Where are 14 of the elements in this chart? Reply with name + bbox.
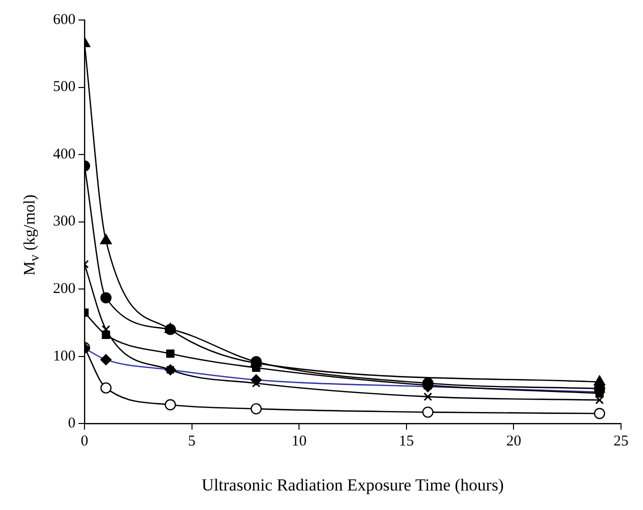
x-tick-label: 20 (506, 434, 522, 450)
y-tick-label: 200 (53, 281, 76, 298)
x-tick-label: 0 (80, 434, 88, 450)
y-tick-label: 0 (68, 416, 76, 432)
x-tick-label: 5 (188, 434, 196, 450)
y-tick-label: 300 (53, 214, 76, 230)
y-tick-label: 400 (53, 146, 76, 162)
x-axis-title: Ultrasonic Radiation Exposure Time (hours) (202, 475, 504, 494)
x-tick-label: 25 (614, 434, 628, 450)
y-tick-label: 600 (53, 12, 76, 28)
x-tick-label: 10 (292, 434, 307, 450)
x-tick-label: 15 (398, 434, 414, 450)
y-tick-label: 100 (53, 348, 76, 364)
y-tick-label: 500 (53, 79, 76, 96)
